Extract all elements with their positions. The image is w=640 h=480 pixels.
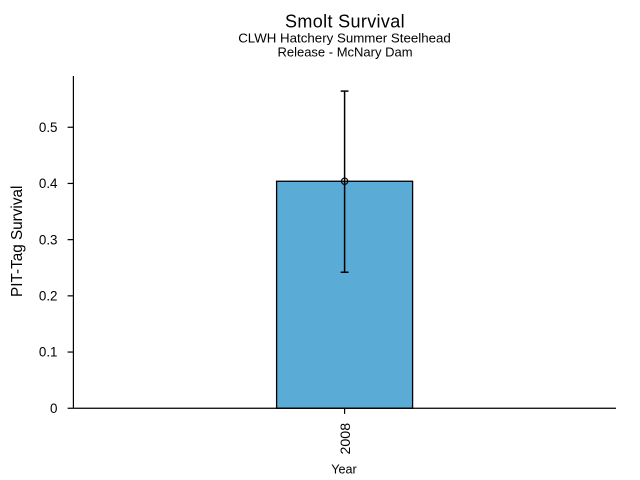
svg-text:0.3: 0.3: [39, 232, 58, 247]
svg-text:2008: 2008: [338, 423, 354, 455]
svg-text:Smolt Survival: Smolt Survival: [285, 12, 405, 32]
svg-text:Release - McNary Dam: Release - McNary Dam: [277, 45, 412, 60]
svg-text:0.2: 0.2: [39, 288, 58, 303]
svg-text:0.1: 0.1: [39, 345, 58, 360]
svg-text:0: 0: [50, 401, 57, 416]
svg-text:Year: Year: [331, 463, 356, 477]
svg-text:PIT-Tag Survival: PIT-Tag Survival: [9, 186, 26, 297]
svg-text:0.4: 0.4: [39, 176, 58, 191]
svg-text:CLWH Hatchery Summer Steelhead: CLWH Hatchery Summer Steelhead: [238, 31, 451, 46]
svg-text:0.5: 0.5: [39, 120, 58, 135]
